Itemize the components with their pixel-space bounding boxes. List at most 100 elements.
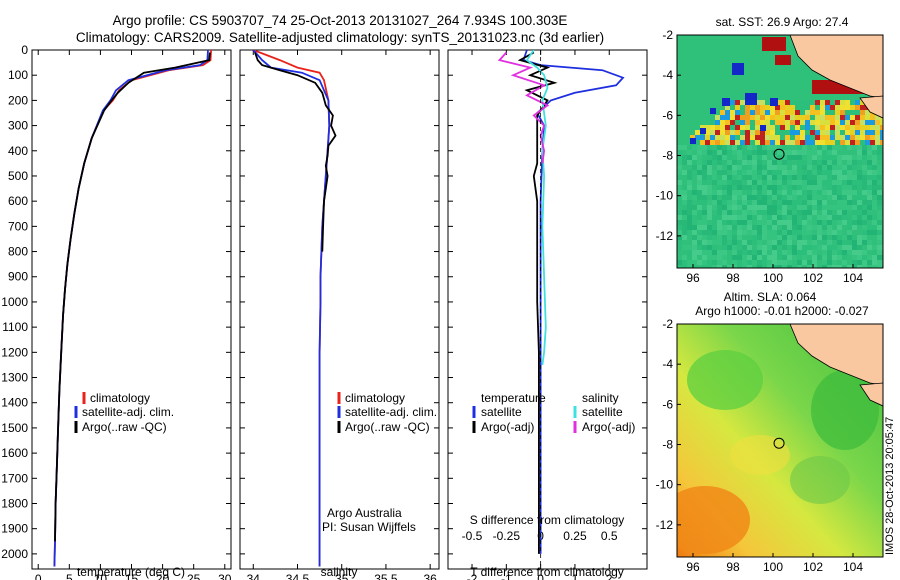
sst-map-title: sat. SST: 26.9 Argo: 27.4	[716, 15, 849, 29]
sst-cell	[752, 220, 757, 225]
sla-map-frame	[676, 323, 884, 558]
sst-cell	[740, 115, 745, 120]
sst-cell	[767, 175, 772, 180]
sst-cell	[777, 250, 782, 255]
sst-cell	[727, 230, 732, 235]
sst-cell	[787, 250, 792, 255]
sst-cell	[797, 220, 802, 225]
sst-cell	[850, 100, 855, 105]
x-tick-label: 96	[686, 560, 700, 574]
sst-cell	[847, 170, 852, 175]
sst-cell	[762, 145, 767, 150]
sst-cell	[880, 135, 883, 140]
sst-cell	[705, 135, 710, 140]
y-tick-label: -8	[662, 149, 673, 163]
sst-cell	[762, 220, 767, 225]
sst-cell	[757, 200, 762, 205]
sst-cell	[877, 150, 882, 155]
sst-cell	[830, 100, 835, 105]
sst-cell	[745, 120, 750, 125]
sst-cell	[747, 195, 752, 200]
sst-cell	[762, 240, 767, 245]
sst-cell	[677, 165, 682, 170]
sst-cell	[847, 240, 852, 245]
sst-cell	[822, 185, 827, 190]
sst-cell	[872, 250, 877, 255]
sst-cell	[837, 255, 842, 260]
sst-cell	[707, 190, 712, 195]
sst-cell	[842, 205, 847, 210]
sst-cell	[780, 140, 785, 145]
sst-cell	[792, 205, 797, 210]
sst-cell	[697, 180, 702, 185]
sst-cell	[865, 130, 870, 135]
sst-cell	[782, 230, 787, 235]
sst-cell	[795, 120, 800, 125]
y-tick-label: -2	[662, 28, 673, 42]
sst-cell	[717, 155, 722, 160]
legend-t-argo: Argo(-adj)	[481, 420, 534, 434]
sst-cell	[867, 260, 872, 265]
sst-cell	[797, 245, 802, 250]
sst-cell	[717, 255, 722, 260]
sst-cell	[697, 190, 702, 195]
temperature-series	[53, 50, 212, 567]
sst-cell	[772, 220, 777, 225]
sst-cell	[845, 140, 850, 145]
sst-cell	[722, 98, 730, 106]
sst-cell	[797, 215, 802, 220]
sst-cell	[730, 100, 735, 105]
sst-cell	[717, 180, 722, 185]
sst-cell	[822, 265, 827, 268]
sst-cell	[877, 155, 882, 160]
sst-cell	[730, 140, 735, 145]
sst-cell	[715, 125, 720, 130]
x-tick-label: 25	[187, 572, 201, 580]
sst-cell	[807, 260, 812, 265]
sst-cell	[877, 260, 882, 265]
sst-cell	[707, 160, 712, 165]
sst-cell	[722, 220, 727, 225]
sst-cell	[717, 260, 722, 265]
sst-cell	[735, 115, 740, 120]
sst-cell	[797, 150, 802, 155]
sst-cell	[832, 205, 837, 210]
sst-cell	[757, 265, 762, 268]
sst-cell	[717, 190, 722, 195]
sst-cell	[797, 260, 802, 265]
sst-cell	[807, 170, 812, 175]
sst-cell	[827, 175, 832, 180]
sst-cell	[862, 240, 867, 245]
y-tick-label: 2000	[1, 547, 28, 561]
sst-cell	[747, 180, 752, 185]
sst-cell	[827, 195, 832, 200]
sst-cell	[732, 190, 737, 195]
sst-cell	[745, 125, 750, 130]
sst-cell	[762, 150, 767, 155]
sst-cell	[762, 190, 767, 195]
sst-cell	[727, 195, 732, 200]
sst-cell	[840, 135, 845, 140]
sst-cell	[872, 235, 877, 240]
argo-location-marker	[773, 148, 785, 160]
sst-cell	[810, 140, 815, 145]
sst-cell	[802, 190, 807, 195]
sst-cell	[710, 120, 715, 125]
sst-cell	[797, 175, 802, 180]
sst-cell	[682, 205, 687, 210]
sst-cell	[852, 150, 857, 155]
sst-cell	[807, 200, 812, 205]
sst-cell	[782, 265, 787, 268]
sst-cell	[862, 185, 867, 190]
sst-cell	[817, 240, 822, 245]
sst-cell	[802, 180, 807, 185]
sst-cell	[707, 215, 712, 220]
sst-cell	[682, 245, 687, 250]
sst-cell	[827, 230, 832, 235]
sst-cell	[857, 225, 862, 230]
sst-cell	[777, 260, 782, 265]
sst-cell	[867, 210, 872, 215]
sst-cell	[797, 170, 802, 175]
sst-cell	[770, 135, 775, 140]
sst-cell	[827, 160, 832, 165]
